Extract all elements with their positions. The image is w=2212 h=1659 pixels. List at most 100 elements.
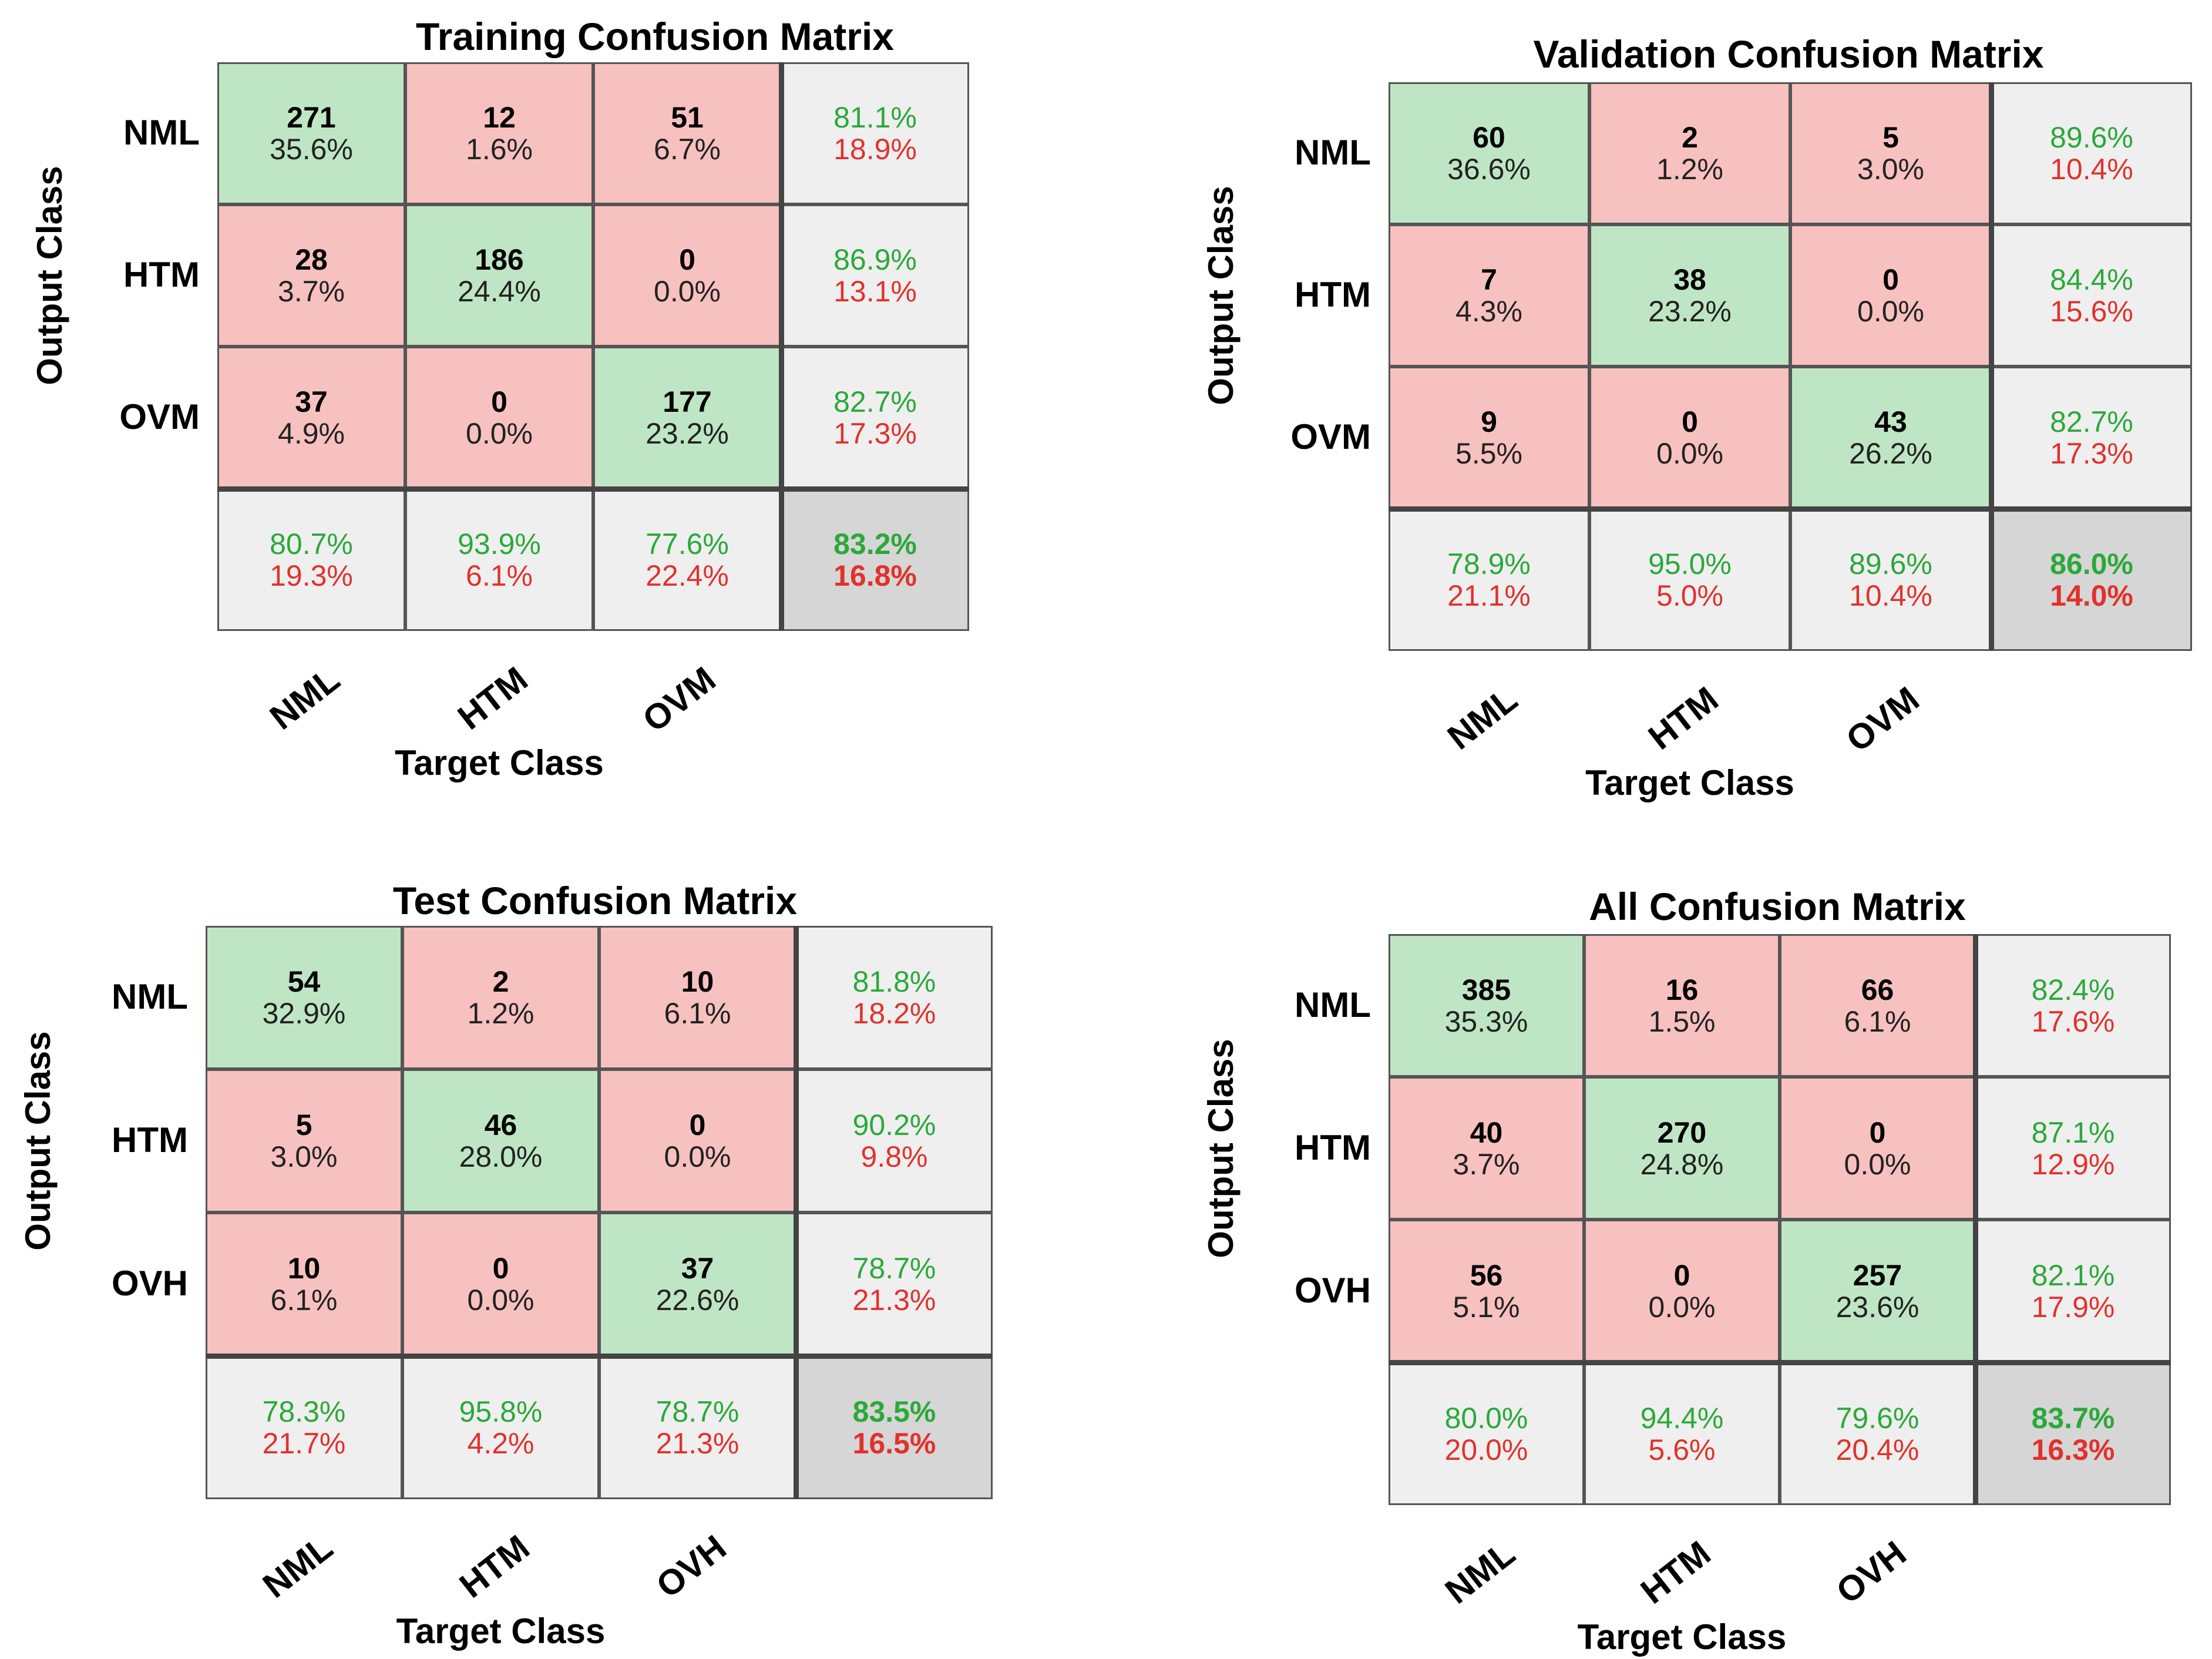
col-summary-cell: 78.3% 21.7% — [206, 1356, 402, 1499]
row-label: HTM — [1295, 275, 1371, 314]
error-percent: 21.3% — [655, 1427, 739, 1460]
accuracy-percent: 82.7% — [2050, 405, 2133, 438]
cell-count: 0 — [679, 243, 695, 276]
accuracy-percent: 82.1% — [2031, 1258, 2115, 1292]
accuracy-percent: 95.0% — [1648, 548, 1732, 580]
cell-count: 0 — [1869, 1116, 1886, 1149]
row-label: NML — [112, 977, 188, 1016]
accuracy-percent: 89.6% — [2050, 121, 2133, 154]
row-label: OVM — [119, 397, 200, 436]
summary-separator-vertical — [794, 926, 799, 1499]
cell-count: 16 — [1665, 973, 1699, 1006]
cell-percent: 23.6% — [1836, 1290, 1919, 1324]
row-summary-cell: 78.7% 21.3% — [796, 1213, 993, 1356]
cell-percent: 4.9% — [278, 417, 345, 450]
cell-percent: 35.6% — [270, 133, 353, 166]
matrix-cell: 5 3.0% — [1790, 82, 1991, 224]
row-summary-cell: 81.1% 18.9% — [781, 62, 969, 204]
cell-percent: 26.2% — [1849, 437, 1932, 470]
matrix-cell: 10 6.1% — [206, 1213, 402, 1356]
cell-count: 38 — [1673, 263, 1706, 296]
cell-count: 46 — [484, 1109, 517, 1141]
matrix-cell: 40 3.7% — [1389, 1077, 1584, 1220]
cell-count: 385 — [1461, 973, 1511, 1006]
matrix-cell: 0 0.0% — [402, 1213, 599, 1356]
matrix-cell: 28 3.7% — [217, 204, 405, 347]
error-percent: 10.4% — [2050, 153, 2133, 186]
cell-percent: 0.0% — [1648, 1290, 1716, 1324]
cell-percent: 6.1% — [270, 1284, 338, 1317]
accuracy-percent: 94.4% — [1640, 1401, 1724, 1435]
row-label: OVH — [111, 1264, 188, 1303]
error-percent: 20.0% — [1444, 1433, 1528, 1466]
y-axis-label: Output Class — [1201, 186, 1241, 405]
cell-count: 0 — [1882, 263, 1899, 296]
matrix-cell: 270 24.8% — [1584, 1077, 1780, 1220]
cell-count: 60 — [1473, 121, 1505, 154]
matrix-cell: 5 3.0% — [206, 1069, 402, 1213]
matrix-cell: 186 24.4% — [405, 204, 593, 347]
cell-percent: 3.7% — [278, 275, 345, 308]
cell-percent: 1.6% — [466, 133, 533, 166]
row-label: HTM — [1295, 1127, 1371, 1167]
error-percent: 17.3% — [2050, 437, 2133, 470]
row-summary-cell: 84.4% 15.6% — [1991, 224, 2192, 367]
cell-percent: 6.1% — [664, 997, 731, 1030]
row-summary-cell: 82.1% 17.9% — [1975, 1220, 2171, 1362]
error-percent: 12.9% — [2031, 1147, 2115, 1181]
error-percent: 17.9% — [2031, 1290, 2115, 1324]
row-summary-cell: 82.4% 17.6% — [1975, 934, 2171, 1077]
accuracy-percent: 79.6% — [1836, 1401, 1919, 1435]
matrix-cell: 7 4.3% — [1389, 224, 1589, 367]
x-axis-label: Target Class — [1585, 763, 1794, 802]
cell-percent: 32.9% — [262, 997, 346, 1030]
matrix-cell: 0 0.0% — [405, 347, 593, 489]
matrix-cell: 9 5.5% — [1389, 367, 1589, 509]
accuracy-percent: 95.8% — [459, 1395, 543, 1428]
matrix-cell: 271 35.6% — [217, 62, 405, 204]
cell-percent: 0.0% — [466, 417, 533, 450]
accuracy-percent: 78.9% — [1447, 548, 1531, 580]
cell-percent: 0.0% — [654, 275, 721, 308]
accuracy-percent: 83.2% — [833, 528, 917, 560]
matrix-cell: 0 0.0% — [1790, 224, 1991, 367]
cell-percent: 24.8% — [1640, 1147, 1724, 1181]
cell-percent: 6.7% — [654, 133, 721, 166]
cell-count: 40 — [1470, 1116, 1503, 1149]
matrix-cell: 60 36.6% — [1389, 82, 1589, 224]
cell-count: 0 — [1673, 1258, 1690, 1292]
error-percent: 15.6% — [2050, 295, 2133, 328]
cell-percent: 0.0% — [1844, 1147, 1911, 1181]
y-axis-label: Output Class — [1201, 1038, 1241, 1258]
accuracy-percent: 87.1% — [2031, 1116, 2115, 1149]
cell-percent: 28.0% — [459, 1140, 543, 1173]
error-percent: 16.3% — [2031, 1433, 2115, 1466]
col-summary-cell: 95.8% 4.2% — [402, 1356, 599, 1499]
error-percent: 6.1% — [466, 559, 533, 592]
col-summary-cell: 94.4% 5.6% — [1584, 1362, 1780, 1505]
matrix-cell: 10 6.1% — [599, 926, 796, 1069]
cell-percent: 3.7% — [1453, 1147, 1520, 1181]
cell-percent: 1.2% — [1656, 153, 1723, 186]
cell-count: 270 — [1657, 1116, 1707, 1149]
overall-accuracy-cell: 86.0% 14.0% — [1991, 509, 2192, 651]
row-label: HTM — [112, 1120, 188, 1160]
x-axis-label: Target Class — [396, 1611, 606, 1651]
error-percent: 21.3% — [852, 1284, 936, 1317]
cell-count: 0 — [491, 385, 507, 418]
cell-percent: 22.6% — [655, 1284, 739, 1317]
row-label: NML — [1295, 133, 1371, 172]
matrix-cell: 12 1.6% — [405, 62, 593, 204]
cell-count: 2 — [1682, 121, 1698, 154]
accuracy-percent: 89.6% — [1849, 548, 1932, 580]
accuracy-percent: 81.8% — [852, 965, 936, 998]
cell-percent: 3.0% — [1857, 153, 1924, 186]
error-percent: 21.7% — [262, 1427, 346, 1460]
matrix-cell: 177 23.2% — [593, 347, 781, 489]
error-percent: 21.1% — [1447, 579, 1531, 612]
accuracy-percent: 80.0% — [1444, 1401, 1528, 1435]
cell-count: 10 — [681, 965, 714, 998]
row-summary-cell: 81.8% 18.2% — [796, 926, 993, 1069]
accuracy-percent: 81.1% — [833, 101, 917, 134]
